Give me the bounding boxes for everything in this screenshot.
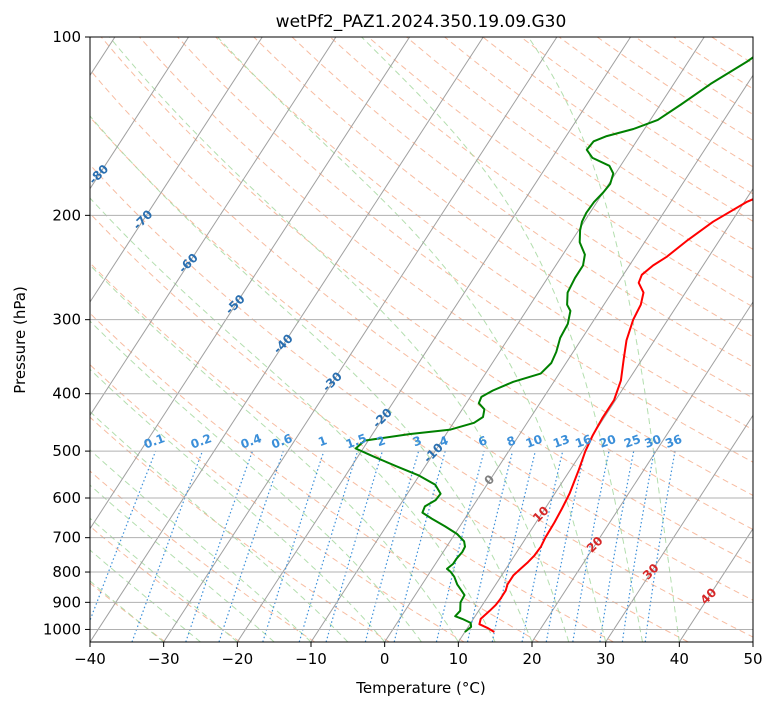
x-tick-label: 40 — [670, 650, 689, 668]
x-tick-label: −30 — [148, 650, 180, 668]
y-tick-label: 600 — [52, 489, 81, 507]
x-tick-label: 10 — [449, 650, 468, 668]
x-tick-label: −20 — [222, 650, 254, 668]
y-tick-label: 900 — [52, 593, 81, 611]
y-tick-label: 200 — [52, 206, 81, 224]
x-axis-title: Temperature (°C) — [355, 679, 485, 697]
chart-title: wetPf2_PAZ1.2024.350.19.09.G30 — [276, 12, 567, 32]
x-tick-label: 20 — [522, 650, 541, 668]
y-tick-label: 800 — [52, 563, 81, 581]
plot-background — [90, 37, 753, 642]
y-tick-label: 500 — [52, 442, 81, 460]
y-tick-label: 100 — [52, 28, 81, 46]
y-axis-title: Pressure (hPa) — [11, 286, 29, 394]
x-tick-label: −40 — [74, 650, 106, 668]
x-tick-label: 0 — [380, 650, 390, 668]
x-tick-label: 50 — [743, 650, 762, 668]
x-tick-label: −10 — [295, 650, 327, 668]
y-tick-label: 1000 — [43, 620, 81, 638]
y-tick-label: 700 — [52, 529, 81, 547]
x-tick-label: 30 — [596, 650, 615, 668]
y-tick-label: 400 — [52, 385, 81, 403]
y-tick-label: 300 — [52, 311, 81, 329]
